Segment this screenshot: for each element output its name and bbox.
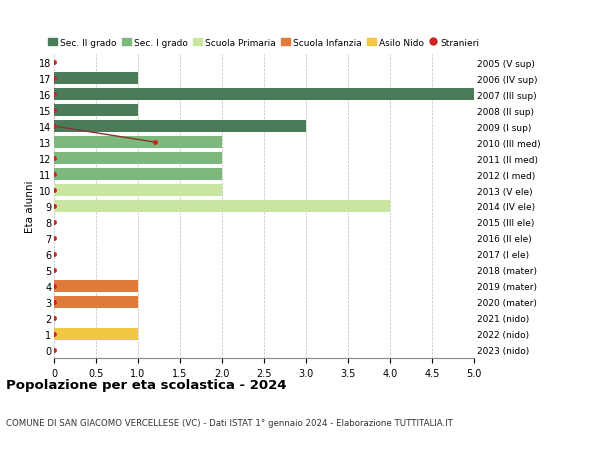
Bar bbox=[54, 168, 222, 181]
Bar bbox=[54, 185, 222, 196]
Bar bbox=[54, 153, 222, 165]
Bar bbox=[54, 137, 222, 149]
Bar bbox=[54, 296, 138, 308]
Bar bbox=[54, 328, 138, 340]
Text: Popolazione per eta scolastica - 2024: Popolazione per eta scolastica - 2024 bbox=[6, 379, 287, 392]
Bar bbox=[54, 201, 390, 213]
Text: COMUNE DI SAN GIACOMO VERCELLESE (VC) - Dati ISTAT 1° gennaio 2024 - Elaborazion: COMUNE DI SAN GIACOMO VERCELLESE (VC) - … bbox=[6, 418, 453, 427]
Bar bbox=[54, 280, 138, 292]
Bar bbox=[54, 89, 474, 101]
Legend: Sec. II grado, Sec. I grado, Scuola Primaria, Scuola Infanzia, Asilo Nido, Stran: Sec. II grado, Sec. I grado, Scuola Prim… bbox=[49, 39, 479, 48]
Bar bbox=[54, 73, 138, 85]
Bar bbox=[54, 121, 306, 133]
Y-axis label: Eta alunni: Eta alunni bbox=[25, 180, 35, 233]
Bar bbox=[54, 105, 138, 117]
